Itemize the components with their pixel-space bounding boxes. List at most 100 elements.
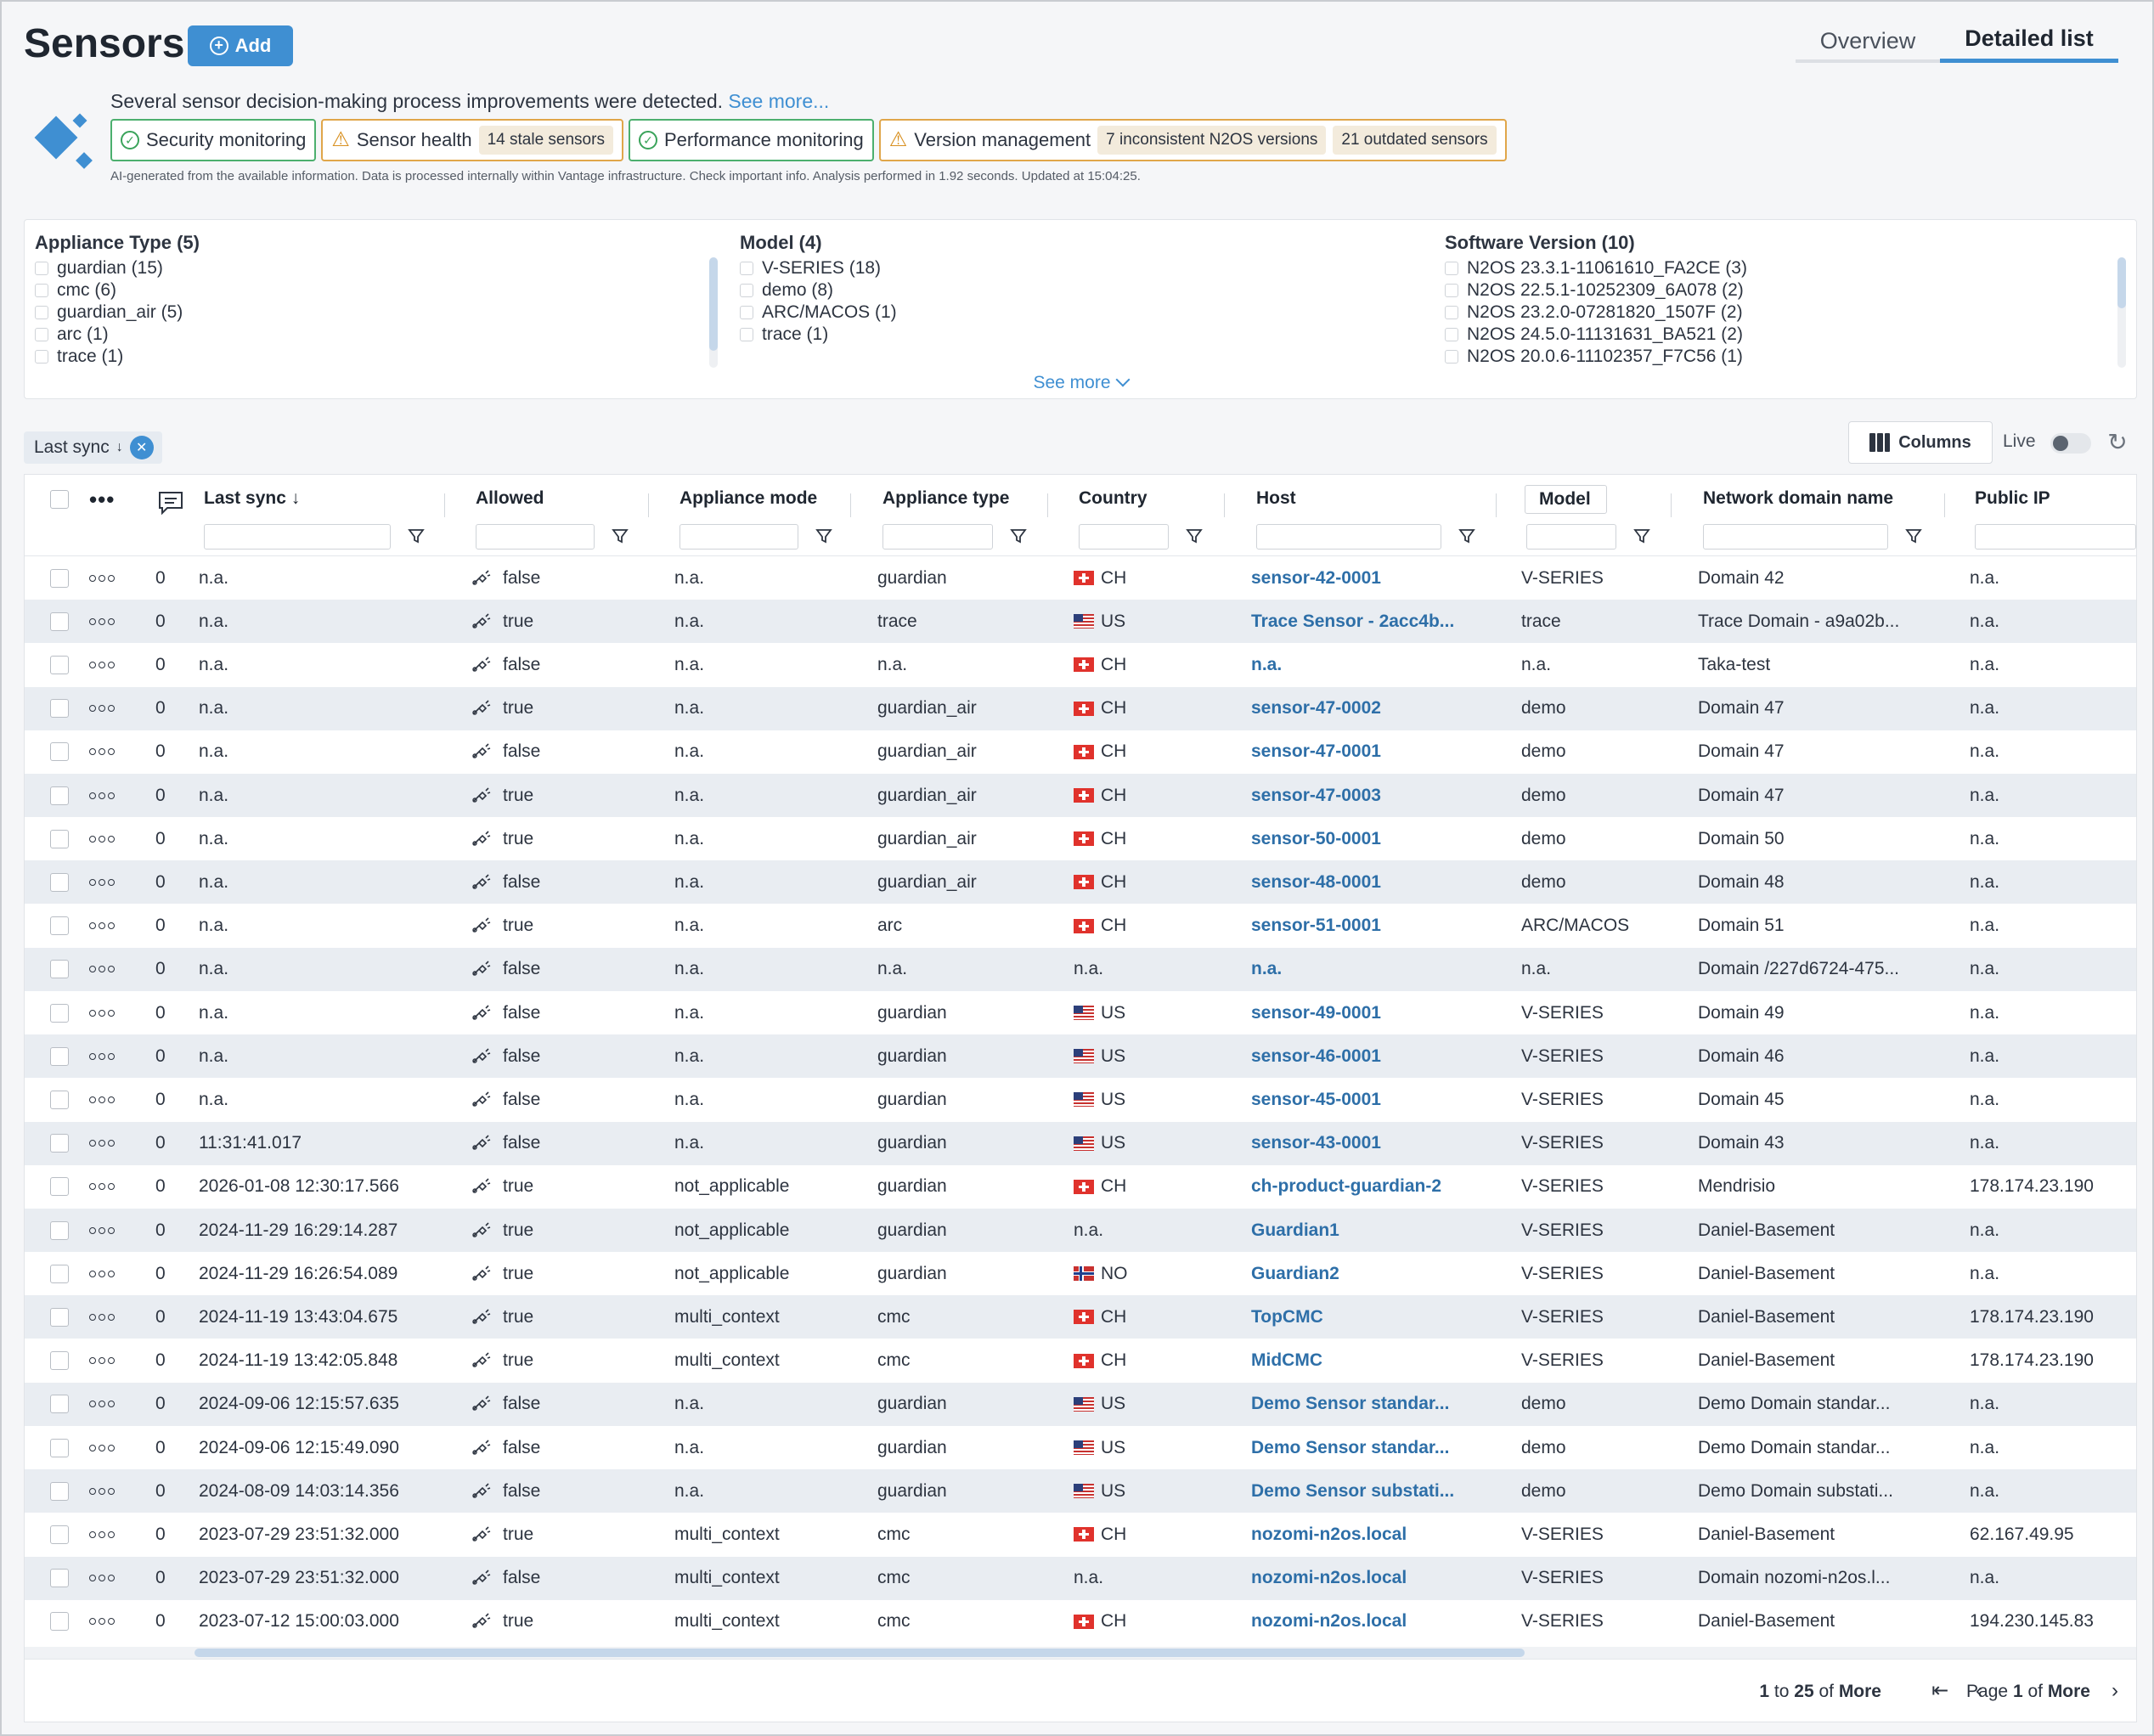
row-checkbox[interactable] [50, 1307, 69, 1327]
host-link[interactable]: sensor-49-0001 [1251, 1002, 1381, 1023]
row-actions-icon[interactable] [89, 617, 115, 625]
column-header-host[interactable]: Host [1256, 488, 1296, 508]
facet-checkbox[interactable] [740, 284, 753, 297]
facet-option[interactable]: V-SERIES (18) [740, 257, 1411, 279]
row-actions-icon[interactable] [89, 1618, 115, 1626]
row-actions-icon[interactable] [89, 661, 115, 668]
row-checkbox[interactable] [50, 1438, 69, 1457]
table-row[interactable]: 0 2024-09-06 12:15:57.635 false n.a. guardia… [25, 1382, 2136, 1426]
facet-option[interactable]: arc (1) [35, 324, 706, 346]
table-row[interactable]: 0 n.a. false n.a. guardian CH sensor-42-0001 V-… [25, 556, 2136, 600]
row-checkbox[interactable] [50, 655, 69, 674]
host-link[interactable]: sensor-46-0001 [1251, 1046, 1381, 1066]
host-link[interactable]: sensor-48-0001 [1251, 871, 1381, 892]
table-row[interactable]: 0 n.a. true n.a. trace US Trace Sensor - 2acc4… [25, 600, 2136, 644]
facet-option[interactable]: guardian (15) [35, 257, 706, 279]
table-row[interactable]: 0 n.a. false n.a. n.a. n.a. n.a. n.a. Domain /22… [25, 947, 2136, 991]
tab-detailed-list[interactable]: Detailed list [1940, 19, 2118, 63]
table-row[interactable]: 0 n.a. false n.a. guardian US sensor-46-0001 V-… [25, 1034, 2136, 1079]
row-checkbox[interactable] [50, 568, 69, 588]
column-header-type[interactable]: Appliance type [882, 488, 1010, 508]
horizontal-scrollbar[interactable] [25, 1647, 2136, 1659]
select-all-checkbox[interactable] [50, 490, 69, 509]
table-row[interactable]: 0 n.a. false n.a. guardian US sensor-49-0001 V-… [25, 991, 2136, 1034]
row-actions-icon[interactable] [89, 1530, 115, 1538]
column-resize-handle[interactable] [1671, 493, 1672, 517]
live-toggle[interactable] [2050, 433, 2091, 454]
filter-funnel-icon[interactable] [612, 527, 629, 544]
facet-checkbox[interactable] [1445, 262, 1458, 275]
column-header-model[interactable]: Model [1525, 485, 1607, 514]
row-checkbox[interactable] [50, 742, 69, 762]
filter-funnel-icon[interactable] [1458, 527, 1475, 544]
facet-option[interactable]: guardian_air (5) [35, 302, 706, 324]
row-actions-icon[interactable] [89, 878, 115, 886]
ai-see-more-link[interactable]: See more... [728, 90, 830, 112]
table-row[interactable]: 0 2023-07-12 15:00:03.000 true multi_contex… [25, 1600, 2136, 1643]
table-row[interactable]: 0 n.a. true n.a. arc CH sensor-51-0001 ARC/MACO… [25, 905, 2136, 948]
table-row[interactable]: 0 2024-08-09 14:03:14.356 false n.a. guardia… [25, 1469, 2136, 1513]
chip-version-management[interactable]: ⚠ Version management 7 inconsistent N2OS… [878, 119, 1507, 161]
filter-funnel-icon[interactable] [1905, 527, 1922, 544]
column-resize-handle[interactable] [1224, 493, 1225, 517]
facet-option[interactable]: demo (8) [740, 279, 1411, 302]
host-link[interactable]: nozomi-n2os.local [1251, 1568, 1407, 1588]
filter-input-ip[interactable] [1975, 524, 2136, 550]
facet-option[interactable]: trace (1) [740, 324, 1411, 346]
table-row[interactable]: 0 2024-09-06 12:15:49.090 false n.a. guardia… [25, 1426, 2136, 1469]
row-checkbox[interactable] [50, 872, 69, 892]
facet-option[interactable]: N2OS 23.3.1-11061610_FA2CE (3) [1445, 257, 2107, 279]
facet-checkbox[interactable] [35, 284, 48, 297]
facet-option[interactable]: ARC/MACOS (1) [740, 302, 1411, 324]
host-link[interactable]: sensor-47-0002 [1251, 698, 1381, 719]
row-actions-icon[interactable] [89, 574, 115, 582]
table-row[interactable]: 0 n.a. false n.a. n.a. CH n.a. n.a. Taka-test n.a… [25, 643, 2136, 686]
row-actions-icon[interactable] [89, 922, 115, 930]
column-resize-handle[interactable] [1944, 493, 1945, 517]
row-checkbox[interactable] [50, 1003, 69, 1023]
host-link[interactable]: sensor-47-0001 [1251, 741, 1381, 762]
facet-option[interactable]: N2OS 23.2.0-07281820_1507F (2) [1445, 302, 2107, 324]
filter-input-mode[interactable] [679, 524, 798, 550]
facet-option[interactable]: N2OS 20.0.6-11102357_F7C56 (1) [1445, 346, 2107, 368]
column-resize-handle[interactable] [444, 493, 445, 517]
host-link[interactable]: TopCMC [1251, 1306, 1323, 1327]
row-actions-icon[interactable] [89, 835, 115, 843]
host-link[interactable]: nozomi-n2os.local [1251, 1611, 1407, 1632]
filter-input-last-sync[interactable] [204, 524, 391, 550]
remove-sort-icon[interactable]: ✕ [129, 436, 154, 459]
column-header-ip[interactable]: Public IP [1975, 488, 2050, 508]
host-link[interactable]: Demo Sensor standar... [1251, 1437, 1450, 1457]
column-resize-handle[interactable] [1496, 493, 1497, 517]
row-checkbox[interactable] [50, 1612, 69, 1632]
host-link[interactable]: sensor-43-0001 [1251, 1133, 1381, 1153]
facet-option[interactable]: N2OS 24.5.0-11131631_BA521 (2) [1445, 324, 2107, 346]
facet-scrollbar[interactable] [709, 257, 718, 368]
column-resize-handle[interactable] [850, 493, 851, 517]
row-actions-icon[interactable] [89, 1401, 115, 1408]
table-row[interactable]: 0 2024-11-29 16:29:14.287 true not_applicab… [25, 1209, 2136, 1252]
host-link[interactable]: sensor-47-0003 [1251, 785, 1381, 805]
table-row[interactable]: 0 2024-11-19 13:43:04.675 true multi_contex… [25, 1295, 2136, 1339]
host-link[interactable]: nozomi-n2os.local [1251, 1524, 1407, 1544]
host-link[interactable]: n.a. [1251, 959, 1283, 979]
row-actions-icon[interactable] [89, 1183, 115, 1191]
table-row[interactable]: 0 2024-11-29 16:26:54.089 true not_applicab… [25, 1252, 2136, 1295]
filter-input-model[interactable] [1526, 524, 1616, 550]
column-header-mode[interactable]: Appliance mode [679, 488, 818, 508]
host-link[interactable]: Demo Sensor substati... [1251, 1480, 1455, 1501]
facet-option[interactable]: cmc (6) [35, 279, 706, 302]
table-row[interactable]: 0 n.a. true n.a. guardian_air CH sensor-47-000… [25, 774, 2136, 817]
column-resize-handle[interactable] [648, 493, 649, 517]
row-checkbox[interactable] [50, 1481, 69, 1501]
row-actions-icon[interactable] [89, 1444, 115, 1451]
row-checkbox[interactable] [50, 1395, 69, 1414]
filter-input-type[interactable] [882, 524, 993, 550]
filter-input-host[interactable] [1256, 524, 1441, 550]
row-checkbox[interactable] [50, 699, 69, 719]
row-actions-icon[interactable] [89, 1140, 115, 1147]
row-checkbox[interactable] [50, 1046, 69, 1066]
host-link[interactable]: sensor-51-0001 [1251, 916, 1381, 936]
facet-option[interactable]: trace (1) [35, 346, 706, 368]
host-link[interactable]: sensor-50-0001 [1251, 828, 1381, 848]
